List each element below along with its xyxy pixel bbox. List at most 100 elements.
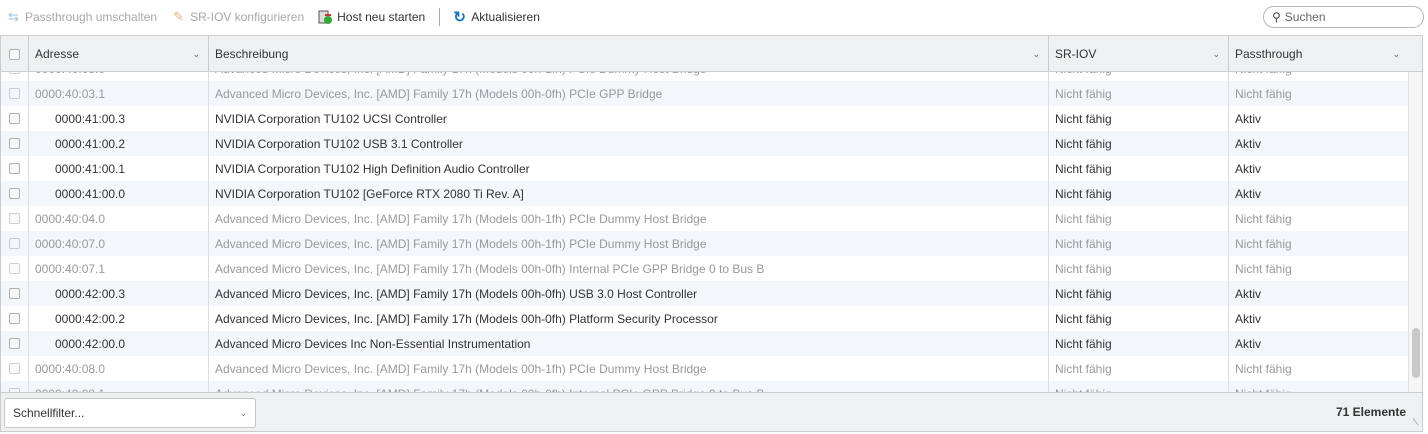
table-row[interactable]: 0000:42:00.3 Advanced Micro Devices, Inc… [1, 281, 1408, 306]
cell-sriov: Nicht fähig [1049, 331, 1229, 356]
cell-description: NVIDIA Corporation TU102 [GeForce RTX 20… [209, 181, 1049, 206]
cell-passthrough: Aktiv [1235, 336, 1262, 351]
cell-passthrough: Nicht fähig [1229, 381, 1408, 393]
toolbar-divider [439, 8, 441, 26]
cell-passthrough: Nicht fähig [1235, 211, 1292, 226]
refresh-button[interactable]: ↻ Aktualisieren [452, 9, 540, 26]
host-reboot-button[interactable]: Host neu starten [318, 10, 425, 25]
cell-sriov: Nicht fähig [1049, 381, 1229, 392]
row-checkbox[interactable] [1, 81, 29, 106]
cell-description: Advanced Micro Devices, Inc. [AMD] Famil… [209, 206, 1049, 231]
table-row[interactable]: 0000:40:04.0 Advanced Micro Devices, Inc… [1, 206, 1408, 231]
table-row[interactable]: 0000:41:00.2 NVIDIA Corporation TU102 US… [1, 131, 1408, 156]
cell-passthrough: Nicht fähig [1235, 261, 1292, 276]
cell-address: 0000:40:04.0 [29, 206, 209, 231]
column-header-address[interactable]: Adresse ⌄ [29, 36, 209, 72]
grid-header: Adresse ⌄ Beschreibung ⌄ SR-IOV ⌄ Passthrou… [1, 36, 1422, 72]
table-row[interactable]: 0000:40:08.0 Advanced Micro Devices, Inc… [1, 356, 1408, 381]
cell-sriov: Nicht fähig [1049, 356, 1229, 381]
cell-description: NVIDIA Corporation TU102 High Definition… [209, 156, 1049, 181]
cell-sriov: Nicht fähig [1049, 156, 1229, 181]
cell-description: Advanced Micro Devices, Inc. [AMD] Famil… [209, 381, 1049, 392]
cell-passthrough: Aktiv [1235, 136, 1262, 151]
cell-description: Advanced Micro Devices, Inc. [AMD] Famil… [209, 81, 1049, 106]
column-label: SR-IOV [1055, 47, 1097, 61]
table-row[interactable]: 0000:40:03.0 Advanced Micro Devices, Inc… [1, 72, 1408, 81]
passthrough-toggle-label: Passthrough umschalten [25, 10, 158, 24]
row-checkbox[interactable] [1, 256, 29, 281]
cell-sriov: Nicht fähig [1049, 81, 1229, 106]
table-row[interactable]: 0000:41:00.1 NVIDIA Corporation TU102 Hi… [1, 156, 1408, 181]
cell-address: 0000:41:00.2 [29, 131, 209, 156]
cell-sriov: Nicht fähig [1049, 256, 1229, 281]
cell-sriov: Nicht fähig [1049, 306, 1229, 331]
chevron-down-icon[interactable]: ⌄ [1212, 49, 1220, 59]
row-checkbox[interactable] [1, 181, 29, 206]
cell-address: 0000:40:08.0 [29, 356, 209, 381]
cell-description: Advanced Micro Devices, Inc. [AMD] Famil… [209, 281, 1049, 306]
cell-description: Advanced Micro Devices, Inc. [AMD] Famil… [209, 72, 1049, 81]
table-row[interactable]: 0000:40:08.1 Advanced Micro Devices, Inc… [1, 381, 1408, 392]
sriov-configure-button[interactable]: ✎ SR-IOV konfigurieren [171, 9, 305, 25]
row-checkbox[interactable] [1, 356, 29, 381]
cell-description: Advanced Micro Devices, Inc. [AMD] Famil… [209, 231, 1049, 256]
cell-description: Advanced Micro Devices, Inc. [AMD] Famil… [209, 306, 1049, 331]
cell-address: 0000:41:00.3 [29, 106, 209, 131]
row-checkbox[interactable] [1, 206, 29, 231]
cell-description: Advanced Micro Devices Inc Non-Essential… [209, 331, 1049, 356]
grid-footer: Schnellfilter... ⌄ 71 Elemente ⃥ [1, 392, 1422, 431]
sriov-configure-label: SR-IOV konfigurieren [190, 10, 305, 24]
row-checkbox[interactable] [1, 381, 29, 392]
row-checkbox[interactable] [1, 106, 29, 131]
chevron-down-icon[interactable]: ⌄ [192, 49, 200, 59]
vertical-scrollbar[interactable] [1408, 72, 1422, 392]
passthrough-toggle-icon: ⇆ [8, 9, 19, 24]
cell-address: 0000:41:00.0 [29, 181, 209, 206]
table-row[interactable]: 0000:42:00.0 Advanced Micro Devices Inc … [1, 331, 1408, 356]
table-row[interactable]: 0000:41:00.0 NVIDIA Corporation TU102 [G… [1, 181, 1408, 206]
cell-description: NVIDIA Corporation TU102 UCSI Controller [209, 106, 1049, 131]
row-checkbox[interactable] [1, 72, 29, 81]
cell-address: 0000:40:07.1 [29, 256, 209, 281]
row-checkbox[interactable] [1, 281, 29, 306]
cell-sriov: Nicht fähig [1049, 231, 1229, 256]
host-reboot-label: Host neu starten [337, 10, 426, 24]
chevron-down-icon[interactable]: ⌄ [1392, 49, 1400, 59]
table-row[interactable]: 0000:41:00.3 NVIDIA Corporation TU102 UC… [1, 106, 1408, 131]
table-row[interactable]: 0000:40:03.1 Advanced Micro Devices, Inc… [1, 81, 1408, 106]
row-checkbox[interactable] [1, 331, 29, 356]
table-row[interactable]: 0000:40:07.1 Advanced Micro Devices, Inc… [1, 256, 1408, 281]
cell-passthrough: Aktiv [1235, 111, 1262, 126]
scrollbar-thumb[interactable] [1412, 328, 1420, 378]
host-reboot-icon [318, 10, 333, 25]
column-label: Adresse [35, 47, 80, 61]
cell-passthrough: Aktiv [1235, 311, 1262, 326]
column-header-sriov[interactable]: SR-IOV ⌄ [1049, 36, 1229, 72]
grid-body: 0000:40:03.0 Advanced Micro Devices, Inc… [1, 72, 1408, 392]
row-checkbox[interactable] [1, 306, 29, 331]
column-header-passthrough[interactable]: Passthrough ⌄ [1229, 36, 1422, 72]
pencil-icon: ✎ [173, 9, 185, 24]
cell-address: 0000:42:00.3 [29, 281, 209, 306]
passthrough-toggle-button[interactable]: ⇆ Passthrough umschalten [6, 9, 158, 25]
row-checkbox[interactable] [1, 131, 29, 156]
cell-address: 0000:40:03.0 [29, 72, 209, 81]
device-grid: Adresse ⌄ Beschreibung ⌄ SR-IOV ⌄ Passthrou… [0, 35, 1423, 432]
table-row[interactable]: 0000:42:00.2 Advanced Micro Devices, Inc… [1, 306, 1408, 331]
cell-sriov: Nicht fähig [1049, 181, 1229, 206]
quick-filter-select[interactable]: Schnellfilter... ⌄ [4, 398, 256, 428]
cell-passthrough: Aktiv [1235, 186, 1262, 201]
cell-passthrough: Aktiv [1235, 286, 1262, 301]
row-checkbox[interactable] [1, 231, 29, 256]
column-header-description[interactable]: Beschreibung ⌄ [209, 36, 1049, 72]
refresh-icon: ↻ [453, 9, 466, 26]
search-input[interactable]: ⚲ Suchen [1263, 6, 1424, 28]
table-row[interactable]: 0000:40:07.0 Advanced Micro Devices, Inc… [1, 231, 1408, 256]
cell-passthrough: Nicht fähig [1229, 72, 1408, 81]
cell-sriov: Nicht fähig [1049, 72, 1229, 81]
chevron-down-icon[interactable]: ⌄ [1032, 49, 1040, 59]
cell-sriov: Nicht fähig [1049, 131, 1229, 156]
search-placeholder: Suchen [1284, 10, 1326, 24]
row-checkbox[interactable] [1, 156, 29, 181]
select-all-checkbox[interactable] [1, 36, 29, 72]
